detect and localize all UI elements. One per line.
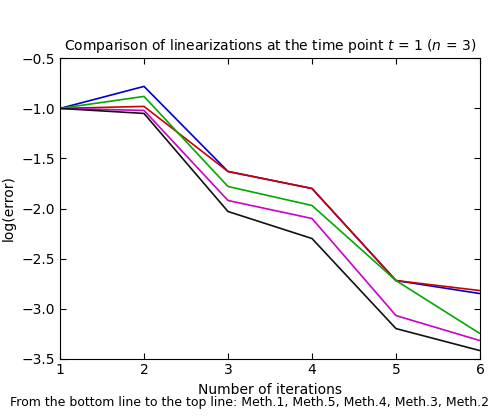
Meth.3 bbox=[477, 288, 483, 293]
Meth.2 bbox=[225, 169, 231, 174]
Line: Meth.3: Meth.3 bbox=[60, 106, 480, 291]
Meth.4 bbox=[309, 203, 315, 208]
Title: Comparison of linearizations at the time point $t$ = 1 ($n$ = 3): Comparison of linearizations at the time… bbox=[64, 37, 476, 55]
Line: Meth.2: Meth.2 bbox=[60, 86, 480, 294]
Y-axis label: log(error): log(error) bbox=[2, 176, 16, 241]
Meth.5 bbox=[225, 198, 231, 203]
Text: From the bottom line to the top line: Meth.1, Meth.5, Meth.4, Meth.3, Meth.2: From the bottom line to the top line: Me… bbox=[10, 396, 490, 409]
Meth.1 bbox=[141, 111, 147, 116]
Meth.1 bbox=[309, 236, 315, 241]
Meth.3 bbox=[393, 278, 399, 283]
Meth.4 bbox=[141, 94, 147, 99]
Line: Meth.1: Meth.1 bbox=[60, 108, 480, 351]
Meth.4 bbox=[477, 331, 483, 336]
Meth.3 bbox=[309, 186, 315, 191]
Meth.5 bbox=[309, 216, 315, 221]
Meth.1 bbox=[477, 348, 483, 353]
Meth.2 bbox=[57, 106, 63, 111]
Meth.5 bbox=[141, 108, 147, 113]
Meth.4 bbox=[393, 278, 399, 283]
Meth.2 bbox=[393, 278, 399, 283]
X-axis label: Number of iterations: Number of iterations bbox=[198, 383, 342, 397]
Meth.1 bbox=[225, 209, 231, 214]
Meth.1 bbox=[393, 326, 399, 331]
Meth.5 bbox=[57, 106, 63, 111]
Meth.3 bbox=[57, 106, 63, 111]
Meth.3 bbox=[141, 104, 147, 109]
Meth.2 bbox=[477, 291, 483, 296]
Meth.1 bbox=[57, 106, 63, 111]
Line: Meth.4: Meth.4 bbox=[60, 96, 480, 334]
Line: Meth.5: Meth.5 bbox=[60, 108, 480, 341]
Meth.2 bbox=[309, 186, 315, 191]
Meth.5 bbox=[393, 313, 399, 318]
Meth.2 bbox=[141, 84, 147, 89]
Meth.5 bbox=[477, 338, 483, 343]
Meth.4 bbox=[57, 106, 63, 111]
Meth.4 bbox=[225, 184, 231, 189]
Meth.3 bbox=[225, 169, 231, 174]
